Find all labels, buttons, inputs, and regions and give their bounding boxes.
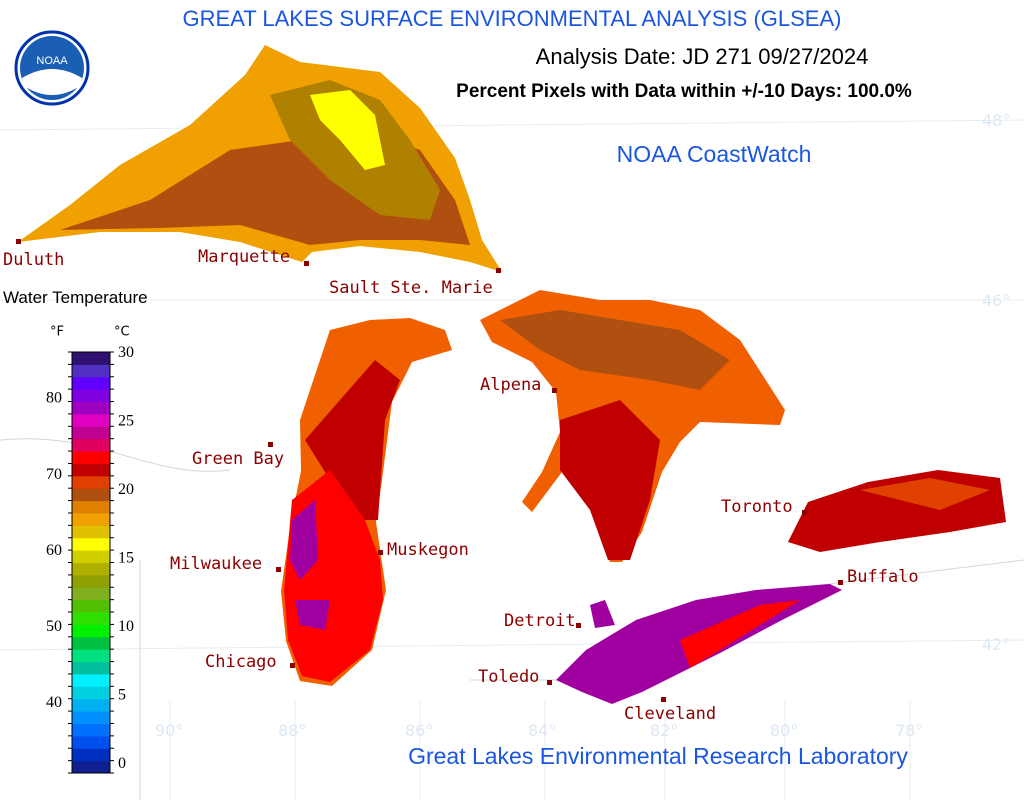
lon-label: 78°	[895, 721, 923, 740]
lake-ontario	[788, 470, 1006, 552]
f-tick-label: 70	[46, 466, 62, 483]
color-step	[72, 488, 110, 502]
color-step	[72, 550, 110, 563]
color-step	[72, 364, 110, 378]
color-step	[72, 599, 110, 613]
city-label: Duluth	[3, 250, 64, 270]
lake-superior	[18, 45, 502, 272]
cities	[16, 239, 843, 702]
color-step	[72, 636, 110, 650]
logo-text: NOAA	[36, 55, 68, 67]
c-tick-label: 0	[118, 755, 126, 772]
credit: NOAA CoastWatch	[617, 141, 812, 167]
city-label: Green Bay	[192, 449, 284, 469]
lon-label: 84°	[528, 721, 556, 740]
lake-michigan	[281, 318, 452, 686]
lon-label: 80°	[770, 721, 798, 740]
c-tick-label: 25	[118, 413, 134, 430]
color-step	[72, 475, 110, 489]
color-step	[72, 426, 110, 440]
f-tick-label: 50	[46, 618, 62, 635]
city-label: Muskegon	[387, 540, 469, 560]
color-step	[72, 413, 110, 427]
color-step	[72, 451, 110, 464]
city-label: Toronto	[721, 497, 793, 517]
city-label: Detroit	[504, 611, 576, 631]
lon-label: 88°	[278, 721, 306, 740]
color-step	[72, 562, 110, 576]
color-step	[72, 748, 110, 762]
color-step	[72, 612, 110, 625]
city-label: Buffalo	[847, 567, 919, 587]
c-tick-label: 15	[118, 550, 134, 567]
color-step	[72, 649, 110, 663]
color-step	[72, 500, 110, 514]
unit-c: °C	[114, 325, 130, 340]
lake-erie	[556, 584, 842, 704]
percent-pixels: Percent Pixels with Data within +/-10 Da…	[456, 81, 912, 102]
lat-label: 42°	[982, 635, 1010, 654]
color-step	[72, 661, 110, 675]
city-label: Toledo	[478, 667, 539, 687]
lat-label: 46°	[982, 291, 1010, 310]
map-grid	[0, 119, 1024, 800]
c-tick-label: 20	[118, 481, 134, 498]
city-label: Milwaukee	[170, 554, 262, 574]
c-tick-label: 10	[118, 618, 134, 635]
color-step	[72, 723, 110, 737]
color-step	[72, 537, 110, 551]
color-step	[72, 438, 110, 452]
f-tick-label: 60	[46, 542, 62, 559]
title: GREAT LAKES SURFACE ENVIRONMENTAL ANALYS…	[183, 6, 842, 31]
f-tick-label: 80	[46, 390, 62, 407]
lon-label: 86°	[405, 721, 433, 740]
city-label: Marquette	[198, 247, 290, 267]
color-step	[72, 401, 110, 415]
lon-label: 90°	[155, 721, 183, 740]
color-step	[72, 574, 110, 588]
color-step	[72, 624, 110, 638]
color-step	[72, 760, 110, 774]
legend-title: Water Temperature	[3, 288, 148, 307]
unit-f: °F	[50, 325, 64, 340]
color-step	[72, 376, 110, 390]
color-step	[72, 735, 110, 749]
analysis-date: Analysis Date: JD 271 09/27/2024	[536, 44, 869, 69]
color-step	[72, 352, 110, 365]
logo: NOAA	[14, 30, 90, 106]
lake-huron	[480, 290, 785, 562]
color-step	[72, 686, 110, 700]
city-label: Cleveland	[624, 704, 716, 724]
color-step	[72, 389, 110, 403]
color-step	[72, 587, 110, 601]
c-tick-label: 30	[118, 344, 134, 361]
lat-label: 48°	[982, 111, 1010, 130]
color-step	[72, 673, 110, 687]
city-label: Sault Ste. Marie	[329, 278, 493, 298]
color-step	[72, 711, 110, 724]
color-step	[72, 525, 110, 539]
f-tick-label: 40	[46, 694, 62, 711]
color-step	[72, 463, 110, 477]
footer: Great Lakes Environmental Research Labor…	[408, 743, 908, 769]
lon-label: 82°	[650, 721, 678, 740]
city-label: Chicago	[205, 652, 277, 672]
legend: Water Temperature °F °C 0 5 10 15 20 25 30 40 50…	[3, 288, 148, 774]
city-label: Alpena	[480, 375, 541, 395]
color-step	[72, 698, 110, 712]
color-step	[72, 512, 110, 526]
c-tick-label: 5	[118, 687, 126, 704]
